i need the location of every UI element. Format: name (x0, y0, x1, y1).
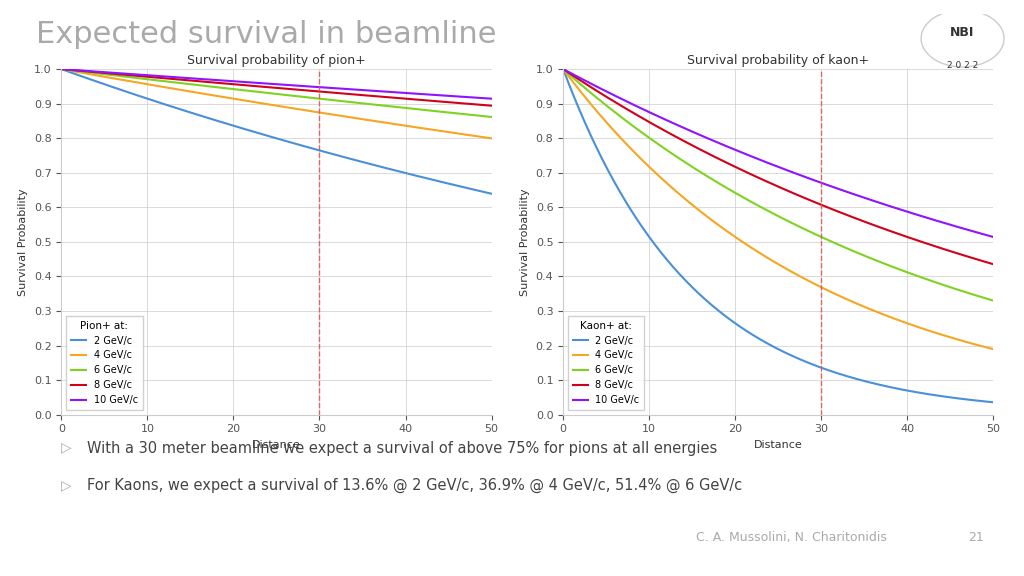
Text: Expected survival in beamline: Expected survival in beamline (36, 20, 497, 49)
Text: NBI: NBI (950, 26, 975, 39)
Y-axis label: Survival Probability: Survival Probability (18, 188, 29, 295)
X-axis label: Distance: Distance (252, 440, 301, 450)
Y-axis label: Survival Probability: Survival Probability (520, 188, 530, 295)
Legend: 2 GeV/c, 4 GeV/c, 6 GeV/c, 8 GeV/c, 10 GeV/c: 2 GeV/c, 4 GeV/c, 6 GeV/c, 8 GeV/c, 10 G… (568, 316, 644, 410)
Text: C. A. Mussolini, N. Charitonidis: C. A. Mussolini, N. Charitonidis (696, 531, 887, 544)
Text: ▷: ▷ (61, 441, 72, 454)
Text: 2 0 2 2: 2 0 2 2 (947, 60, 978, 70)
Title: Survival probability of kaon+: Survival probability of kaon+ (687, 54, 869, 67)
Title: Survival probability of pion+: Survival probability of pion+ (187, 54, 366, 67)
Text: 21: 21 (968, 531, 983, 544)
Text: For Kaons, we expect a survival of 13.6% @ 2 GeV/c, 36.9% @ 4 GeV/c, 51.4% @ 6 G: For Kaons, we expect a survival of 13.6%… (87, 478, 742, 493)
X-axis label: Distance: Distance (754, 440, 803, 450)
Text: ▷: ▷ (61, 478, 72, 492)
Legend: 2 GeV/c, 4 GeV/c, 6 GeV/c, 8 GeV/c, 10 GeV/c: 2 GeV/c, 4 GeV/c, 6 GeV/c, 8 GeV/c, 10 G… (67, 316, 142, 410)
Text: With a 30 meter beamline we expect a survival of above 75% for pions at all ener: With a 30 meter beamline we expect a sur… (87, 441, 717, 456)
